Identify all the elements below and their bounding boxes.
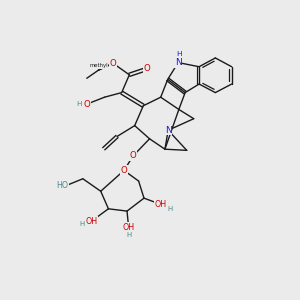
Text: O: O bbox=[130, 151, 137, 160]
Text: O: O bbox=[83, 100, 90, 109]
Text: HO: HO bbox=[56, 181, 69, 190]
Text: OH: OH bbox=[154, 200, 166, 209]
Text: N: N bbox=[175, 58, 182, 67]
Text: OH: OH bbox=[85, 217, 98, 226]
Text: H: H bbox=[176, 52, 182, 58]
Text: O: O bbox=[121, 166, 128, 175]
Text: O: O bbox=[110, 59, 116, 68]
Text: H: H bbox=[79, 221, 84, 227]
Text: O: O bbox=[144, 64, 151, 73]
Text: N: N bbox=[165, 126, 172, 135]
Text: H: H bbox=[167, 206, 173, 212]
Text: H: H bbox=[127, 232, 132, 238]
Text: methyl: methyl bbox=[90, 63, 108, 68]
Text: OH: OH bbox=[123, 223, 135, 232]
Text: H: H bbox=[76, 101, 81, 107]
